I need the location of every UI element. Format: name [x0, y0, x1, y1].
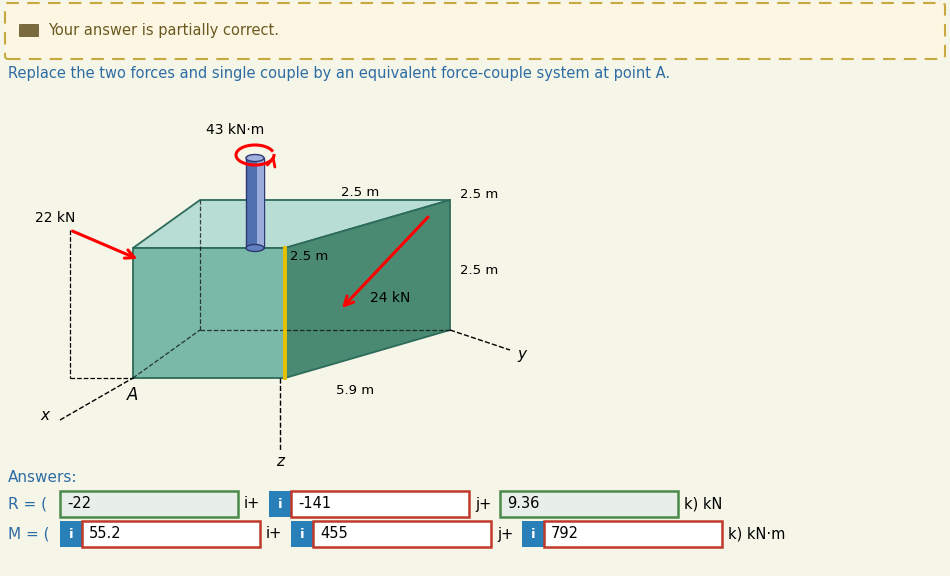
Text: -141: -141 — [298, 497, 332, 511]
FancyBboxPatch shape — [291, 491, 469, 517]
Text: 455: 455 — [320, 526, 348, 541]
Text: Your answer is partially correct.: Your answer is partially correct. — [48, 24, 279, 39]
Ellipse shape — [246, 154, 264, 161]
FancyBboxPatch shape — [269, 491, 291, 517]
FancyBboxPatch shape — [82, 521, 260, 547]
Text: Answers:: Answers: — [8, 470, 78, 485]
Text: 2.5 m: 2.5 m — [290, 250, 329, 263]
FancyBboxPatch shape — [291, 521, 313, 547]
Text: i: i — [531, 528, 535, 540]
Text: Replace the two forces and single couple by an equivalent force-couple system at: Replace the two forces and single couple… — [8, 66, 670, 81]
Text: 2.5 m: 2.5 m — [460, 188, 498, 202]
Text: 2.5 m: 2.5 m — [460, 263, 498, 276]
Text: i: i — [277, 498, 282, 510]
Text: i+: i+ — [244, 497, 260, 511]
FancyBboxPatch shape — [500, 491, 678, 517]
Text: x: x — [41, 407, 49, 423]
FancyBboxPatch shape — [19, 24, 39, 37]
Text: A: A — [127, 386, 139, 404]
Text: j+: j+ — [475, 497, 491, 511]
FancyBboxPatch shape — [313, 521, 491, 547]
Text: -22: -22 — [67, 497, 91, 511]
Text: 55.2: 55.2 — [89, 526, 122, 541]
Text: 22 kN: 22 kN — [35, 211, 75, 225]
Text: k) kN: k) kN — [684, 497, 722, 511]
Text: 9.36: 9.36 — [507, 497, 540, 511]
Text: 43 kN·m: 43 kN·m — [206, 123, 264, 137]
Polygon shape — [133, 248, 285, 378]
Text: i: i — [299, 528, 304, 540]
Polygon shape — [246, 158, 264, 248]
Text: 2.5 m: 2.5 m — [341, 187, 379, 199]
Text: y: y — [518, 347, 526, 362]
Text: z: z — [276, 454, 284, 469]
Polygon shape — [285, 200, 450, 378]
FancyBboxPatch shape — [544, 521, 722, 547]
Text: i: i — [68, 528, 73, 540]
Polygon shape — [257, 158, 264, 248]
Text: 24 kN: 24 kN — [370, 291, 410, 305]
Ellipse shape — [246, 244, 264, 252]
FancyBboxPatch shape — [5, 3, 945, 59]
FancyBboxPatch shape — [60, 491, 238, 517]
Text: 5.9 m: 5.9 m — [336, 384, 374, 396]
Polygon shape — [133, 200, 450, 248]
Text: k) kN·m: k) kN·m — [728, 526, 786, 541]
Text: 792: 792 — [551, 526, 579, 541]
Text: j+: j+ — [497, 526, 513, 541]
FancyBboxPatch shape — [522, 521, 544, 547]
FancyBboxPatch shape — [60, 521, 82, 547]
Text: M = (: M = ( — [8, 526, 49, 541]
Text: R = (: R = ( — [8, 497, 47, 511]
Text: i+: i+ — [266, 526, 282, 541]
